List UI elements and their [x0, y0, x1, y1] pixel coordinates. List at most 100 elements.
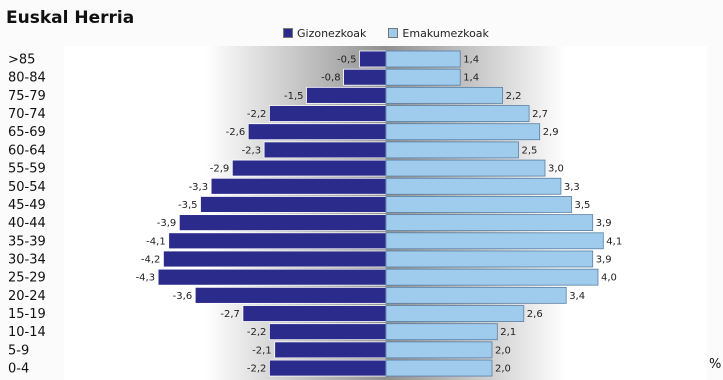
legend-label-women: Emakumezkoak — [402, 26, 489, 40]
category-label: 50-54 — [8, 180, 46, 195]
category-label: 75-79 — [8, 89, 46, 104]
data-label-men: -3,6 — [173, 291, 193, 302]
data-label-women: 3,5 — [575, 200, 591, 211]
data-label-women: 2,0 — [495, 364, 511, 375]
bar-men — [178, 214, 387, 232]
bar-women — [385, 268, 599, 286]
data-label-women: 4,0 — [601, 273, 617, 284]
bar-men — [268, 323, 387, 341]
bar-women — [385, 196, 572, 213]
bar-men — [157, 268, 387, 286]
category-label: 20-24 — [8, 289, 46, 304]
bar-women — [385, 105, 530, 122]
chart-title: Euskal Herria — [6, 8, 135, 28]
data-label-women: 3,3 — [564, 182, 580, 193]
legend: Gizonezkoak Emakumezkoak — [283, 26, 511, 40]
category-label: 35-39 — [8, 234, 46, 249]
legend-item-women: Emakumezkoak — [388, 27, 489, 40]
category-label: 65-69 — [8, 125, 46, 140]
category-label: 15-19 — [8, 307, 46, 322]
bar-women — [385, 214, 594, 232]
legend-swatch-women — [388, 28, 399, 38]
bar-women — [385, 177, 562, 195]
data-label-women: 4,1 — [606, 236, 622, 247]
bar-men — [306, 86, 387, 104]
bar-women — [385, 359, 493, 377]
data-label-men: -3,3 — [189, 182, 209, 193]
bar-men — [200, 196, 387, 213]
data-label-women: 2,0 — [495, 345, 511, 356]
data-label-men: -0,5 — [337, 55, 357, 66]
data-label-men: -2,9 — [210, 164, 230, 175]
data-label-women: 2,9 — [543, 127, 559, 138]
data-label-women: 2,1 — [500, 327, 516, 338]
bar-women — [385, 123, 541, 141]
bar-women — [385, 323, 498, 341]
bar-men — [231, 159, 387, 177]
bar-men — [359, 50, 387, 68]
data-label-women: 3,9 — [596, 254, 612, 265]
bar-men — [194, 286, 387, 304]
category-label: 10-14 — [8, 325, 46, 340]
bar-women — [385, 286, 567, 304]
data-label-men: -2,3 — [242, 145, 262, 156]
legend-label-men: Gizonezkoak — [297, 26, 367, 40]
data-label-men: -2,6 — [226, 127, 246, 138]
bar-women — [385, 68, 461, 86]
category-label: 25-29 — [8, 271, 46, 286]
bar-women — [385, 86, 503, 104]
category-label: 0-4 — [8, 362, 29, 377]
bar-men — [268, 359, 387, 377]
category-label: 55-59 — [8, 162, 46, 177]
bar-women — [385, 341, 493, 359]
data-label-women: 2,5 — [522, 145, 538, 156]
data-label-men: -4,3 — [136, 273, 156, 284]
category-label: 80-84 — [8, 71, 46, 86]
data-label-women: 3,4 — [569, 291, 585, 302]
category-label: >85 — [8, 53, 35, 68]
unit-label: % — [709, 357, 722, 372]
data-label-men: -3,5 — [178, 200, 198, 211]
bar-men — [268, 105, 387, 122]
bar-women — [385, 50, 461, 68]
data-label-men: -2,2 — [247, 327, 267, 338]
data-label-women: 3,0 — [548, 164, 564, 175]
bar-men — [168, 232, 387, 250]
bar-men — [274, 341, 387, 359]
category-label: 40-44 — [8, 216, 46, 231]
data-label-men: -3,9 — [157, 218, 177, 229]
data-label-men: -2,2 — [247, 109, 267, 120]
category-label: 60-64 — [8, 143, 46, 158]
category-label: 70-74 — [8, 107, 46, 122]
data-label-women: 1,4 — [463, 73, 479, 84]
bar-women — [385, 305, 525, 322]
bar-men — [263, 141, 387, 159]
data-label-men: -1,5 — [284, 91, 304, 102]
data-label-women: 2,7 — [532, 109, 548, 120]
data-label-men: -4,2 — [141, 254, 161, 265]
bar-men — [247, 123, 387, 141]
bar-men — [343, 68, 387, 86]
bar-men — [242, 305, 387, 322]
data-label-women: 2,2 — [506, 91, 522, 102]
legend-swatch-men — [283, 28, 293, 38]
category-label: 5-9 — [8, 343, 29, 358]
data-label-women: 3,9 — [596, 218, 612, 229]
category-label: 30-34 — [8, 252, 46, 267]
legend-item-men: Gizonezkoak — [283, 27, 366, 40]
data-label-men: -2,1 — [252, 345, 272, 356]
data-label-women: 1,4 — [463, 55, 479, 66]
data-label-men: -0,8 — [321, 73, 341, 84]
data-label-women: 2,6 — [527, 309, 543, 320]
bar-men — [210, 177, 387, 195]
bar-women — [385, 141, 519, 159]
bar-women — [385, 159, 546, 177]
bar-women — [385, 232, 604, 250]
data-label-men: -2,7 — [220, 309, 240, 320]
data-label-men: -4,1 — [146, 236, 166, 247]
bar-women — [385, 250, 594, 268]
data-label-men: -2,2 — [247, 364, 267, 375]
category-label: 45-49 — [8, 198, 46, 213]
bar-men — [162, 250, 387, 268]
